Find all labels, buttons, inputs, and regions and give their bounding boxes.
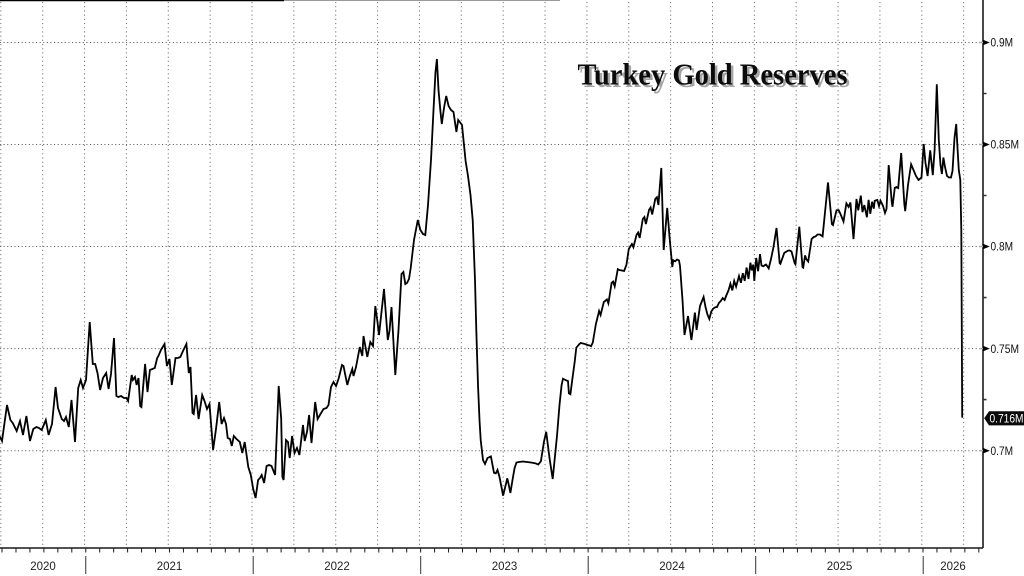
svg-text:2026: 2026: [940, 561, 966, 573]
svg-text:0.8M: 0.8M: [991, 240, 1014, 254]
svg-text:2022: 2022: [324, 561, 350, 573]
svg-text:2025: 2025: [827, 561, 853, 573]
svg-text:0.7M: 0.7M: [991, 444, 1014, 458]
svg-text:0.85M: 0.85M: [991, 138, 1020, 152]
svg-text:0.75M: 0.75M: [991, 342, 1020, 356]
svg-text:Turkey Gold Reserves: Turkey Gold Reserves: [578, 58, 848, 92]
svg-text:2023: 2023: [492, 561, 518, 573]
svg-text:2024: 2024: [659, 561, 685, 573]
svg-text:2020: 2020: [30, 561, 56, 573]
svg-text:0.716M: 0.716M: [990, 413, 1024, 425]
svg-text:Turkey Gold Reserves: Turkey Gold Reserves: [580, 60, 850, 94]
svg-text:0.9M: 0.9M: [991, 36, 1014, 50]
svg-text:2021: 2021: [157, 561, 183, 573]
